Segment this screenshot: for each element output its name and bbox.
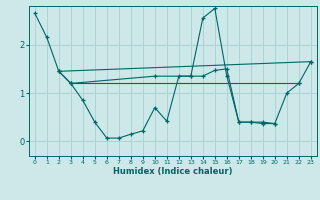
X-axis label: Humidex (Indice chaleur): Humidex (Indice chaleur) bbox=[113, 167, 233, 176]
